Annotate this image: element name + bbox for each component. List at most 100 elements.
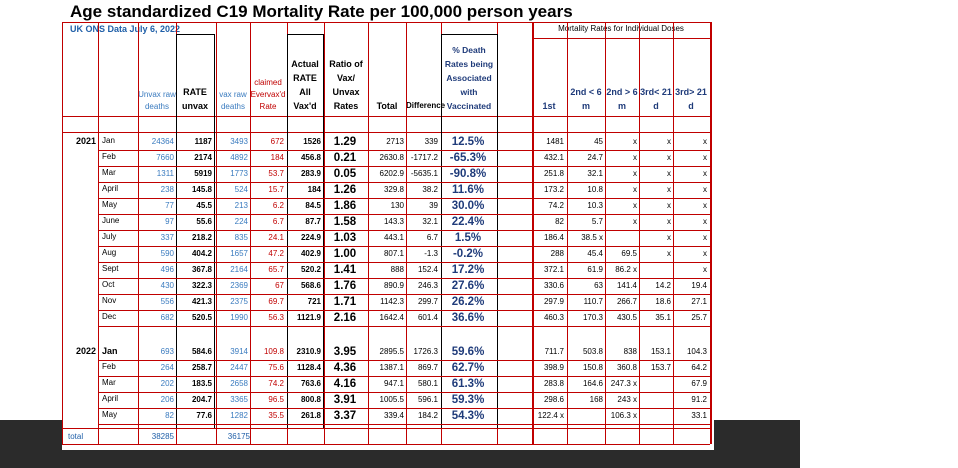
grid-line <box>250 22 251 444</box>
cell-rate-unvax: 204.7 <box>191 395 212 404</box>
cell-pct: 17.2% <box>451 264 485 276</box>
cell-rate-unvax: 183.5 <box>191 379 212 388</box>
cell-vax-deaths: 2164 <box>230 265 248 274</box>
cell-rate-unvax: 218.2 <box>191 233 212 242</box>
cell-dose-1st: 432.1 <box>543 153 564 162</box>
cell-claimed-rate: 96.5 <box>268 395 284 404</box>
cell-dose-2nd-gt6m: 141.4 <box>616 281 637 290</box>
header-dose-2nd-gt6m: 2nd > 6 m <box>606 87 638 111</box>
total-vax: 36175 <box>227 432 250 441</box>
total-label: total <box>68 432 84 441</box>
cell-vax-deaths: 1990 <box>230 313 248 322</box>
cell-dose-2nd-lt6m: 63 <box>594 281 603 290</box>
cell-dose-2nd-lt6m: 10.8 <box>587 185 603 194</box>
cell-dose-1st: 1481 <box>546 137 564 146</box>
cell-actual-rate: 568.6 <box>300 281 321 290</box>
cell-total: 1142.3 <box>380 297 404 306</box>
cell-ratio: 0.05 <box>333 168 357 180</box>
cell-dose-3rd-gt21d: 19.4 <box>691 281 707 290</box>
cell-dose-2nd-lt6m: 110.7 <box>583 297 603 306</box>
cell-difference: 601.4 <box>417 313 438 322</box>
cell-difference: 580.1 <box>417 379 438 388</box>
cell-actual-rate: 2310.9 <box>296 347 321 356</box>
cell-pct: 54.3% <box>451 410 485 422</box>
cell-actual-rate: 184 <box>307 185 321 194</box>
grid-line <box>98 424 710 425</box>
cell-ratio: 1.26 <box>333 184 357 196</box>
grid-line <box>98 166 710 167</box>
cell-dose-3rd-gt21d: x <box>703 153 707 162</box>
month-label: Feb <box>102 362 116 371</box>
cell-ratio: 3.95 <box>333 346 357 358</box>
cell-ratio: 1.71 <box>333 296 357 308</box>
cell-difference: 596.1 <box>417 395 438 404</box>
cell-dose-3rd-gt21d: 64.2 <box>691 363 707 372</box>
cell-rate-unvax: 5919 <box>194 169 212 178</box>
cell-dose-1st: 122.4 x <box>537 411 564 420</box>
header-actual-rate: Actual RATE All Vax'd <box>291 59 319 111</box>
cell-claimed-rate: 15.7 <box>268 185 284 194</box>
cell-total: 888 <box>390 265 404 274</box>
grid-line <box>214 34 215 428</box>
cell-total: 1005.5 <box>379 395 404 404</box>
cell-dose-3rd-lt21d <box>639 262 671 278</box>
cell-pct: 30.0% <box>451 200 485 212</box>
cell-difference: 38.2 <box>422 185 438 194</box>
cell-dose-3rd-lt21d: 153.1 <box>650 347 671 356</box>
cell-ratio: 1.03 <box>333 232 357 244</box>
cell-unvax-deaths: 77 <box>165 201 174 210</box>
grid-line <box>368 22 369 444</box>
cell-ratio: 3.37 <box>333 410 357 422</box>
cell-actual-rate: 763.6 <box>300 379 321 388</box>
cell-total: 1642.4 <box>379 313 404 322</box>
month-label: Mar <box>102 378 116 387</box>
cell-dose-2nd-lt6m: 32.1 <box>587 169 603 178</box>
page-title: Age standardized C19 Mortality Rate per … <box>70 2 573 21</box>
cell-actual-rate: 800.8 <box>300 395 321 404</box>
cell-vax-deaths: 3493 <box>230 137 248 146</box>
cell-dose-2nd-gt6m: 266.7 <box>616 297 637 306</box>
cell-claimed-rate: 109.8 <box>263 347 284 356</box>
cell-unvax-deaths: 238 <box>160 185 174 194</box>
cell-vax-deaths: 224 <box>234 217 248 226</box>
header-difference: Difference <box>406 101 446 110</box>
grid-line <box>176 34 214 35</box>
header-rate-unvax: RATE unvax <box>181 87 208 111</box>
grid-line <box>441 34 497 35</box>
cell-vax-deaths: 4892 <box>230 153 248 162</box>
grid-line <box>98 278 710 279</box>
cell-pct: 61.3% <box>451 378 485 390</box>
grid-line <box>98 150 710 151</box>
cell-dose-3rd-lt21d <box>639 408 671 424</box>
cell-vax-deaths: 2658 <box>230 379 248 388</box>
cell-dose-3rd-gt21d: 25.7 <box>691 313 707 322</box>
cell-dose-2nd-lt6m: 170.3 <box>582 313 603 322</box>
grid-line <box>62 22 710 23</box>
cell-claimed-rate: 6.2 <box>272 201 284 210</box>
cell-dose-1st: 173.2 <box>543 185 564 194</box>
cell-total: 2895.5 <box>379 347 404 356</box>
total-unvax: 38285 <box>151 432 174 441</box>
grid-line <box>98 22 99 444</box>
grid-line <box>62 132 710 133</box>
month-label: Oct <box>102 280 115 289</box>
cell-claimed-rate: 6.7 <box>272 217 284 226</box>
cell-pct: 22.4% <box>451 216 485 228</box>
cell-rate-unvax: 421.3 <box>191 297 212 306</box>
cell-total: 143.3 <box>383 217 404 226</box>
cell-dose-2nd-lt6m: 61.9 <box>587 265 603 274</box>
cell-pct: -90.8% <box>449 168 487 180</box>
cell-claimed-rate: 24.1 <box>268 233 284 242</box>
year-label: 2021 <box>75 136 96 146</box>
cell-vax-deaths: 3365 <box>230 395 248 404</box>
grid-line <box>62 22 63 444</box>
cell-rate-unvax: 404.2 <box>191 249 212 258</box>
cell-dose-2nd-gt6m: x <box>633 217 637 226</box>
cell-unvax-deaths: 82 <box>165 411 174 420</box>
grid-line <box>216 22 217 444</box>
cell-claimed-rate: 67 <box>275 281 284 290</box>
cell-rate-unvax: 55.6 <box>196 217 212 226</box>
cell-claimed-rate: 47.2 <box>268 249 284 258</box>
cell-ratio: 1.00 <box>333 248 357 260</box>
grid-line <box>532 38 710 39</box>
